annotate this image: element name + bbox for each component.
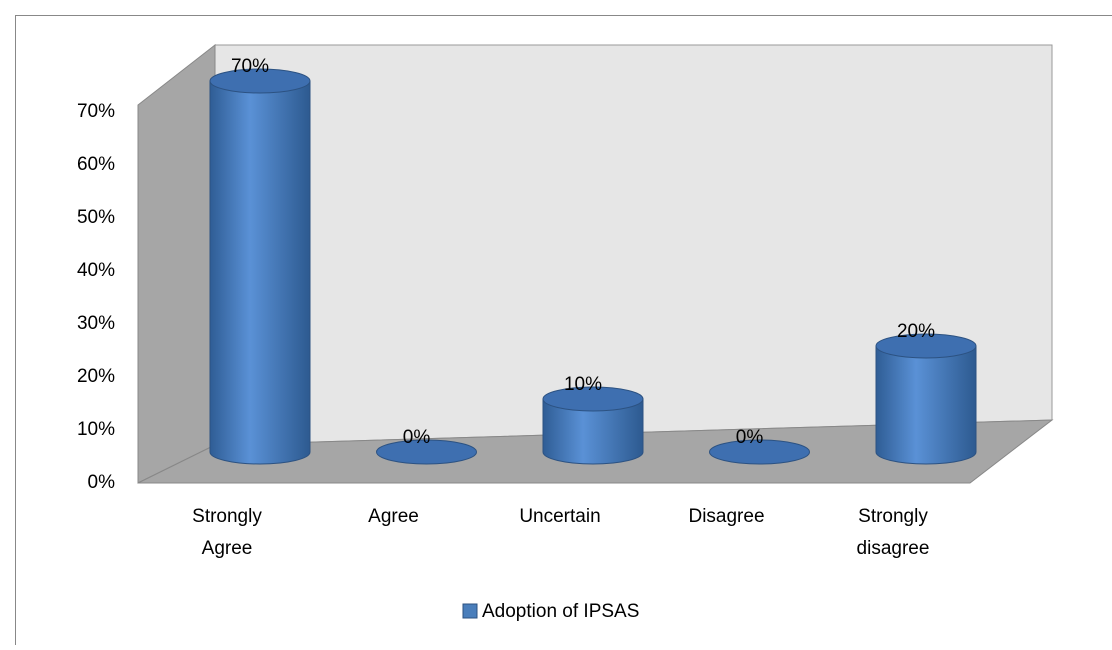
- y-tick-label: 40%: [77, 260, 115, 281]
- x-tick-label: Uncertain: [519, 506, 600, 527]
- cylinder-body: [210, 81, 310, 464]
- cylinder: [876, 334, 976, 464]
- side-wall: [138, 45, 215, 483]
- value-label: 0%: [736, 427, 764, 448]
- cylinder: [210, 69, 310, 464]
- value-label: 70%: [231, 56, 269, 77]
- legend-label: Adoption of IPSAS: [482, 601, 639, 622]
- legend-swatch: [463, 604, 477, 618]
- y-tick-label: 0%: [88, 472, 116, 493]
- value-label: 0%: [403, 427, 431, 448]
- y-tick-label: 10%: [77, 419, 115, 440]
- y-tick-label: 50%: [77, 207, 115, 228]
- y-tick-label: 20%: [77, 366, 115, 387]
- cylinder: [543, 387, 643, 464]
- y-tick-label: 70%: [77, 101, 115, 122]
- value-label: 20%: [897, 321, 935, 342]
- y-tick-label: 30%: [77, 313, 115, 334]
- x-tick-label: Agree: [368, 506, 419, 527]
- value-label: 10%: [564, 374, 602, 395]
- y-tick-label: 60%: [77, 154, 115, 175]
- x-tick-label: Disagree: [688, 506, 764, 527]
- cylinder-body: [876, 346, 976, 464]
